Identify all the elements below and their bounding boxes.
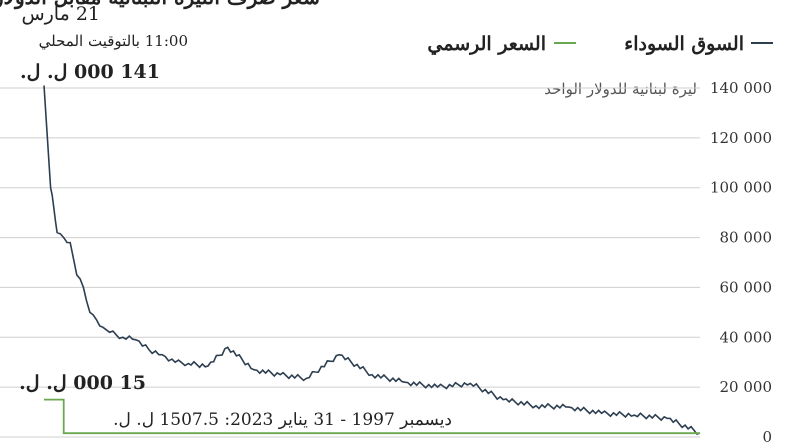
y-tick-labels: 0 20 000 40 000 60 000 80 000 100 000 120 000 1… xyxy=(710,79,772,446)
y-axis-label: ليرة لبنانية للدولار الواحد xyxy=(544,80,697,98)
y-tick-label: 0 xyxy=(762,428,772,446)
time-note: 11:00 بالتوقيت المحلي xyxy=(39,32,188,50)
y-tick-label: 60 000 xyxy=(720,278,773,296)
y-tick-label: 100 000 xyxy=(710,179,772,197)
current-official-label: 15 000 ل. ل. xyxy=(19,372,146,394)
grid-layer xyxy=(0,87,700,438)
legend-label-official: السعر الرسمي xyxy=(427,33,546,56)
latest-value-label: 141 000 ل. ل. xyxy=(20,61,160,83)
legend-label-black-market: السوق السوداء xyxy=(624,33,744,55)
y-tick-label: 140 000 xyxy=(710,79,772,97)
y-tick-label: 120 000 xyxy=(710,129,772,147)
legend: السوق السوداء السعر الرسمي xyxy=(427,33,773,56)
y-tick-label: 80 000 xyxy=(720,229,773,247)
cut-title: سعر صرف الليرة اللبنانية مقابل الدولار ا… xyxy=(0,0,320,10)
old-official-label: ديسمبر 1997 - 31 يناير 2023: 1507.5 ل. ل… xyxy=(113,410,452,430)
series-layer xyxy=(43,85,701,436)
date-label: 21 مارس xyxy=(21,3,100,25)
y-tick-label: 20 000 xyxy=(720,378,773,396)
black-market-line xyxy=(43,85,701,436)
y-tick-label: 40 000 xyxy=(720,328,773,346)
official-rate-line xyxy=(44,398,700,435)
